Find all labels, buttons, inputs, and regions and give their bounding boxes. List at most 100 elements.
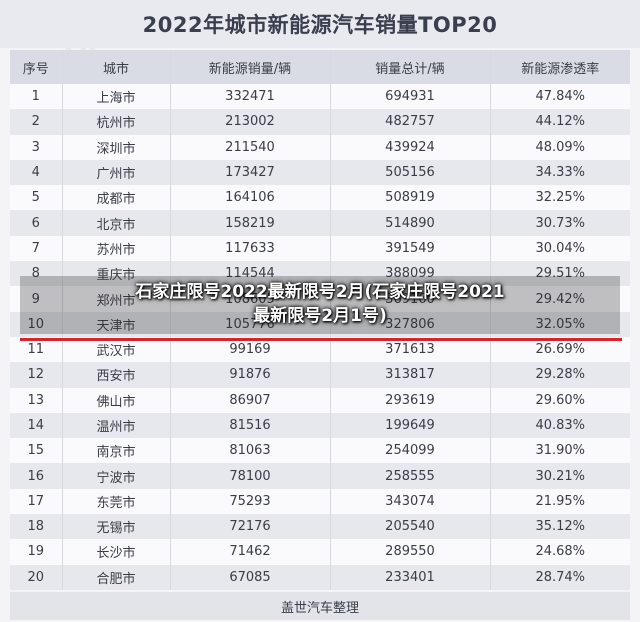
table-row: 11 武汉市 99169 371613 26.69% (10, 336, 630, 363)
total-sales-cell: 205540 (330, 514, 491, 540)
penetration-cell: 34.33% (535, 165, 586, 181)
city-cell: 北京市 (62, 210, 171, 236)
ranking-table: 序号 城市 新能源销量/辆 销量总计/辆 新能源渗透率 1 上海市 332471 69… (10, 50, 630, 590)
rank-cell: 12 (10, 362, 63, 388)
highlight-underline (20, 338, 622, 341)
page-title: 2022年城市新能源汽车销量TOP20 (142, 13, 498, 37)
nev-sales-cell: 71462 (170, 539, 331, 565)
penetration-cell: 30.21% (535, 468, 586, 484)
rank-cell: 20 (10, 564, 63, 590)
city-cell: 深圳市 (62, 134, 171, 160)
total-sales-cell: 327806 (330, 311, 491, 337)
nev-sales-cell: 67085 (170, 564, 331, 590)
nev-sales-cell: 99169 (170, 336, 331, 363)
total-sales-cell: 388099 (330, 261, 491, 287)
penetration-cell: 48.09% (535, 139, 586, 155)
nev-sales-cell: 213002 (170, 109, 331, 135)
table-row: 15 南京市 81063 254099 31.90% (10, 438, 630, 464)
city-cell: 武汉市 (62, 336, 171, 363)
total-sales-cell: 694931 (330, 84, 491, 110)
rank-cell: 2 (10, 109, 63, 135)
total-sales-cell: 514890 (330, 210, 491, 236)
penetration-cell: 31.90% (535, 443, 586, 459)
total-sales-cell: 371613 (330, 336, 491, 363)
table-row: 8 重庆市 114544 388099 29.51% (10, 261, 630, 287)
nev-sales-cell: 117633 (170, 235, 331, 262)
rank-cell: 17 (10, 488, 63, 515)
table-row: 10 天津市 105776 327806 32.05% (10, 311, 630, 337)
table-row: 1 上海市 332471 694931 47.84% (10, 84, 630, 110)
total-sales-cell: 369160 (330, 286, 491, 312)
table-row: 4 广州市 173427 505156 34.33% (10, 159, 630, 186)
total-sales-cell: 482757 (330, 109, 491, 135)
table-row: 14 温州市 81516 199649 40.83% (10, 412, 630, 439)
total-sales-cell: 233401 (330, 564, 491, 590)
city-cell: 上海市 (62, 84, 171, 110)
nev-sales-cell: 72176 (170, 514, 331, 540)
rank-cell: 13 (10, 387, 63, 413)
city-cell: 广州市 (62, 159, 171, 186)
penetration-cell: 29.60% (535, 392, 586, 408)
city-cell: 南京市 (62, 438, 171, 464)
table-row: 2 杭州市 213002 482757 44.12% (10, 109, 630, 135)
penetration-cell: 24.68% (535, 544, 586, 560)
nev-sales-cell: 86907 (170, 387, 331, 413)
city-cell: 长沙市 (62, 539, 171, 565)
total-sales-cell: 391549 (330, 235, 491, 262)
table-row: 13 佛山市 86907 293619 29.60% (10, 387, 630, 413)
overlay-line-2: 最新限号2月1号) (253, 306, 387, 326)
penetration-cell: 29.28% (535, 367, 586, 383)
rank-cell: 19 (10, 539, 63, 565)
table-row: 6 北京市 158219 514890 30.73% (10, 210, 630, 236)
city-cell: 天津市 (62, 311, 171, 337)
rank-cell: 3 (10, 134, 63, 160)
nev-sales-cell: 211540 (170, 134, 331, 160)
table-row: 19 长沙市 71462 289550 24.68% (10, 539, 630, 565)
overlay-band (20, 276, 620, 334)
total-sales-cell: 289550 (330, 539, 491, 565)
total-sales-cell: 258555 (330, 463, 491, 489)
penetration-cell: 40.83% (535, 418, 586, 433)
city-cell: 郑州市 (62, 286, 171, 312)
header-penetration: 新能源渗透率 (521, 61, 600, 77)
table-row: 9 郑州市 108605 369160 29.42% (10, 286, 630, 312)
penetration-cell: 30.73% (535, 215, 586, 231)
nev-sales-cell: 105776 (170, 311, 331, 337)
penetration-cell: 21.95% (535, 493, 586, 509)
nev-sales-cell: 91876 (170, 362, 331, 388)
nev-sales-cell: 81063 (170, 438, 331, 464)
penetration-cell: 44.12% (535, 114, 586, 130)
rank-cell: 9 (10, 286, 63, 312)
city-cell: 西安市 (62, 362, 171, 388)
nev-sales-cell: 164106 (170, 185, 331, 211)
penetration-cell: 28.74% (535, 569, 586, 585)
rank-cell: 1 (10, 84, 63, 110)
rank-cell: 11 (10, 336, 63, 363)
city-cell: 无锡市 (62, 514, 171, 540)
header-nev-sales: 新能源销量/辆 (170, 50, 331, 84)
city-cell: 苏州市 (62, 235, 171, 262)
total-sales-cell: 505156 (330, 159, 491, 186)
header-city: 城市 (62, 50, 171, 84)
penetration-cell: 47.84% (535, 89, 586, 105)
rank-cell: 4 (10, 159, 63, 186)
total-sales-cell: 254099 (330, 438, 491, 464)
city-cell: 重庆市 (62, 261, 171, 287)
nev-sales-cell: 75293 (170, 488, 331, 515)
rank-cell: 7 (10, 235, 63, 262)
nev-sales-cell: 173427 (170, 159, 331, 186)
rank-cell: 18 (10, 514, 63, 540)
table-row: 18 无锡市 72176 205540 35.12% (10, 514, 630, 540)
total-sales-cell: 199649 (330, 412, 491, 439)
city-cell: 成都市 (62, 185, 171, 211)
total-sales-cell: 439924 (330, 134, 491, 160)
city-cell: 杭州市 (62, 109, 171, 135)
table-header-row: 序号 城市 新能源销量/辆 销量总计/辆 新能源渗透率 (10, 50, 630, 84)
nev-sales-cell: 114544 (170, 261, 331, 287)
city-cell: 合肥市 (62, 564, 171, 590)
city-cell: 东莞市 (62, 488, 171, 515)
rank-cell: 5 (10, 185, 63, 211)
penetration-cell: 29.51% (535, 266, 586, 282)
total-sales-cell: 343074 (330, 488, 491, 515)
